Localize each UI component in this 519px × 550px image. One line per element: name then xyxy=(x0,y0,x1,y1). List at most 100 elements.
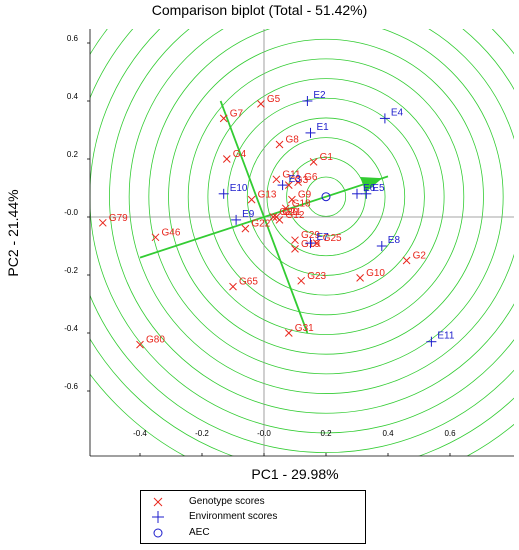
concentric-ring xyxy=(305,176,347,217)
concentric-ring xyxy=(207,78,445,316)
genotype-point: G4 xyxy=(222,149,247,163)
environment-label: E8 xyxy=(388,235,401,246)
genotype-marker xyxy=(281,204,290,213)
genotype-label: G29 xyxy=(301,230,320,241)
genotype-marker xyxy=(291,236,299,245)
x-axis-label: PC1 - 29.98% xyxy=(251,466,339,482)
x-tick-label: -0.4 xyxy=(133,429,147,438)
legend-item-genotype: Genotype scores xyxy=(141,495,365,509)
genotype-point: G8 xyxy=(275,135,300,149)
x-axis: -0.4 -0.2 -0.0 0.2 0.4 0.6 xyxy=(90,429,514,457)
concentric-ring xyxy=(128,29,514,394)
genotype-label: G20 xyxy=(279,207,298,218)
environment-label: E7 xyxy=(317,232,330,243)
genotype-marker xyxy=(222,155,231,163)
environment-label: E2 xyxy=(313,90,326,101)
genotype-label: G65 xyxy=(239,277,258,288)
x-tick-label: 0.2 xyxy=(320,429,332,438)
concentric-rings xyxy=(90,29,514,456)
genotype-label: G9 xyxy=(298,190,312,201)
genotype-point: G5 xyxy=(257,94,281,108)
genotype-point: G1 xyxy=(309,152,334,166)
genotype-marker xyxy=(402,256,411,265)
concentric-ring xyxy=(168,38,484,355)
concentric-ring xyxy=(227,97,425,296)
x-tick-label: 0.6 xyxy=(444,429,456,438)
genotype-label: G5 xyxy=(267,94,281,105)
genotype-marker xyxy=(312,239,321,247)
environment-point: E7 xyxy=(305,232,330,249)
genotype-marker xyxy=(272,213,281,221)
biplot-canvas: 0.60.40.2-0.0-0.2-0.4-0.6 -0.4 -0.2 -0.0 0.… xyxy=(64,29,514,457)
environment-label: E5 xyxy=(372,183,385,194)
y-tick-label: -0.0 xyxy=(64,208,78,217)
blue-circle-icon xyxy=(153,528,163,538)
genotype-label: G18 xyxy=(292,198,311,209)
genotype-marker xyxy=(269,213,278,221)
x-tick-label: -0.2 xyxy=(195,429,209,438)
environment-point: E6 xyxy=(352,183,376,199)
genotype-point: G79 xyxy=(98,213,128,227)
genotype-label: G3 xyxy=(295,175,309,186)
genotype-label: G1 xyxy=(320,152,334,163)
genotype-label: G22 xyxy=(251,219,270,230)
environment-label: E3 xyxy=(289,174,302,185)
genotype-point: G29 xyxy=(291,230,320,245)
genotype-point: G25 xyxy=(312,233,342,247)
concentric-ring xyxy=(266,137,386,257)
environment-point: E8 xyxy=(376,235,401,251)
concentric-ring xyxy=(148,29,504,375)
genotype-label: G80 xyxy=(146,335,165,346)
genotype-label: G46 xyxy=(162,227,181,238)
genotype-point: G3 xyxy=(284,175,309,189)
genotype-marker xyxy=(288,195,296,204)
legend-aec-label: AEC xyxy=(189,527,210,538)
legend-item-environment: Environment scores xyxy=(141,510,365,524)
concentric-ring xyxy=(90,29,514,453)
x-tick-label: 0.4 xyxy=(382,429,394,438)
data-markers: G1G2G3G4G5G6G7G8G9G10G11G12G13G18G19G20G… xyxy=(98,90,455,349)
legend: Genotype scores Environment scores AEC xyxy=(140,490,366,544)
concentric-ring xyxy=(286,156,366,237)
aec-ordinate-line xyxy=(219,100,309,334)
concentric-ring xyxy=(109,29,514,414)
genotype-point: G22 xyxy=(241,219,271,233)
genotype-point: G13 xyxy=(247,190,277,204)
environment-label: E9 xyxy=(242,209,255,220)
y-tick-label: -0.2 xyxy=(64,266,78,275)
genotype-point: G7 xyxy=(219,108,244,123)
genotype-marker xyxy=(356,274,364,282)
genotype-point: G31 xyxy=(284,323,314,337)
aec-point xyxy=(321,192,331,202)
environment-label: E11 xyxy=(437,331,454,342)
genotype-marker xyxy=(272,175,281,184)
genotype-point: G80 xyxy=(136,335,165,349)
y-tick-label: 0.6 xyxy=(67,34,79,43)
legend-environment-label: Environment scores xyxy=(189,511,278,522)
environment-point: E9 xyxy=(231,209,255,225)
genotype-point: G9 xyxy=(288,190,312,204)
genotype-label: G6 xyxy=(304,172,318,183)
environment-point: E3 xyxy=(277,174,302,191)
aec-arrow-head xyxy=(360,177,383,193)
genotype-label: G7 xyxy=(230,108,244,119)
concentric-ring xyxy=(90,29,514,456)
blue-plus-icon xyxy=(152,511,164,523)
genotype-label: G23 xyxy=(307,271,326,282)
genotype-marker xyxy=(136,340,144,349)
genotype-label: G10 xyxy=(366,268,385,279)
genotype-marker xyxy=(229,282,237,291)
genotype-label: G79 xyxy=(109,213,128,224)
concentric-ring xyxy=(90,29,514,434)
environment-label: E1 xyxy=(317,122,330,133)
aec-lines xyxy=(139,100,389,334)
genotype-label: G8 xyxy=(286,135,300,146)
environment-point: E10 xyxy=(218,183,248,199)
genotype-point: G65 xyxy=(229,277,258,291)
environment-label: E4 xyxy=(391,107,404,118)
legend-genotype-label: Genotype scores xyxy=(189,496,265,507)
genotype-label: G21 xyxy=(282,207,301,218)
genotype-marker xyxy=(284,181,293,189)
genotype-point: G23 xyxy=(297,271,327,285)
genotype-marker xyxy=(291,245,299,253)
